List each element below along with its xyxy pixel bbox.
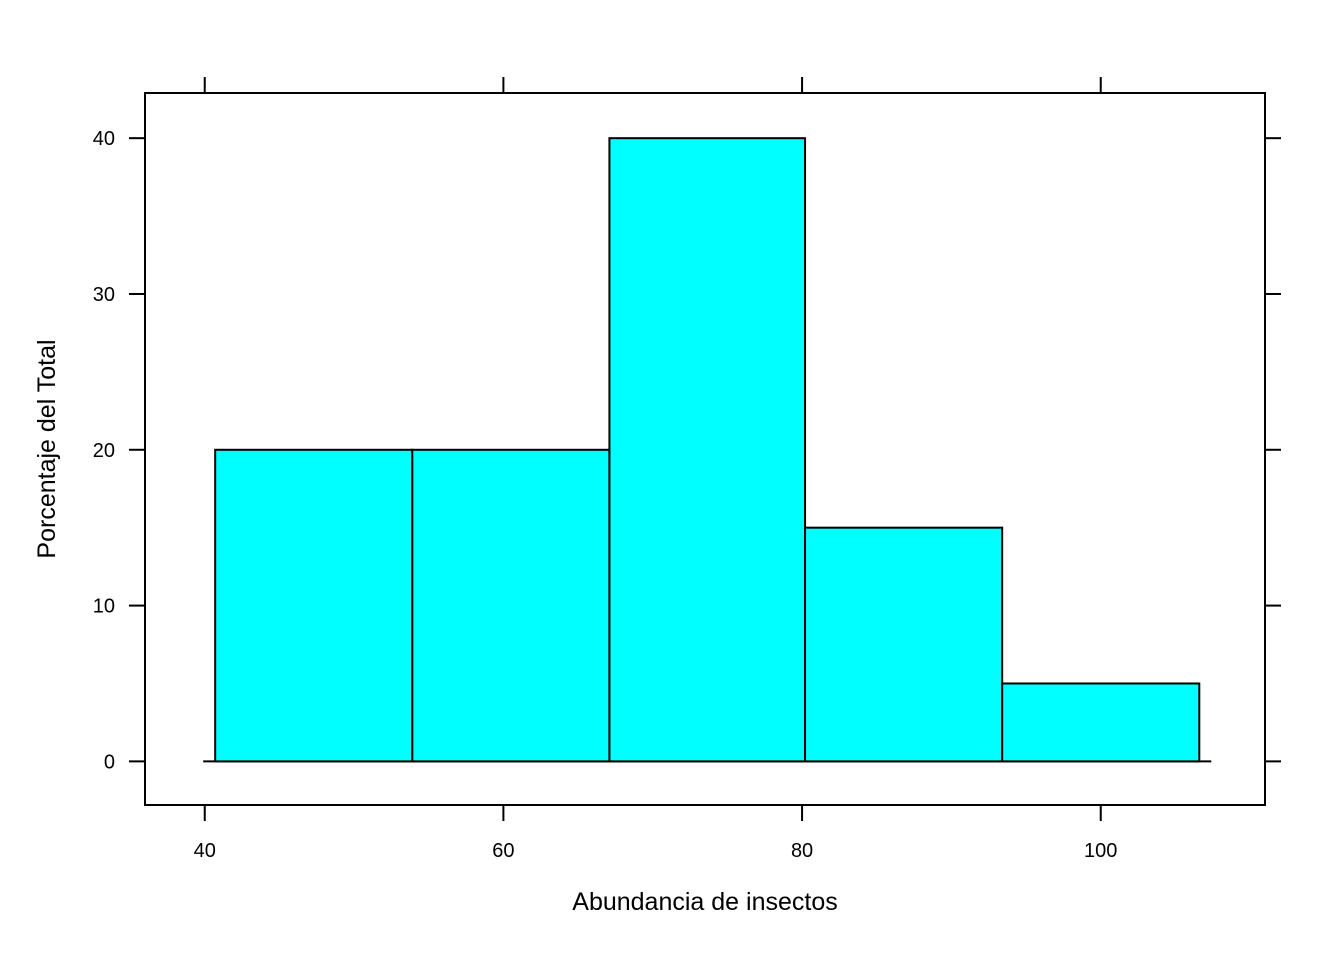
x-tick-label: 40	[194, 840, 216, 862]
y-tick-label: 30	[93, 284, 115, 306]
y-tick-label: 10	[93, 596, 115, 618]
histogram-bar-3	[608, 137, 807, 763]
y-tick-label: 20	[93, 440, 115, 462]
x-tick-label: 100	[1084, 840, 1117, 862]
y-tick-label: 0	[104, 751, 115, 773]
ticks-group: 40 60 80 100 0 10 20 30 40	[93, 77, 1281, 862]
histogram-bar-4	[804, 526, 1004, 763]
x-tick-label: 60	[492, 840, 514, 862]
y-axis-title: Porcentaje del Total	[33, 339, 61, 558]
bars-group	[203, 137, 1212, 763]
histogram-bar-1	[214, 448, 414, 763]
histogram-bar-2	[411, 448, 611, 763]
y-tick-label: 40	[93, 128, 115, 150]
x-tick-label: 80	[791, 840, 813, 862]
histogram-bar-5	[1001, 682, 1201, 763]
x-axis-title: Abundancia de insectos	[572, 888, 837, 916]
